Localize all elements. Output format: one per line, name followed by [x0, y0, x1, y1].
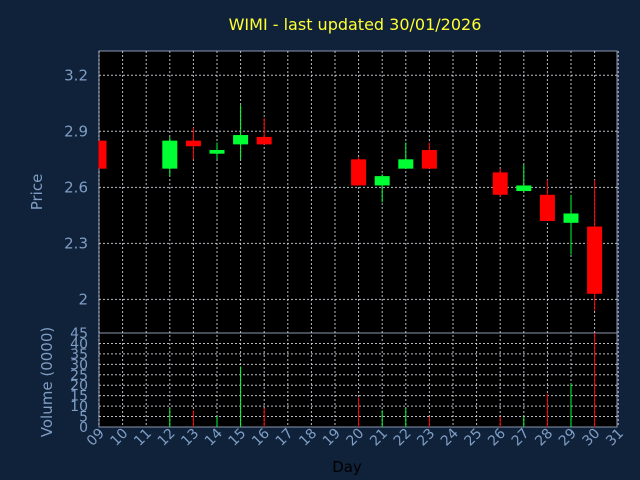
x-tick-label: 28 — [532, 426, 556, 450]
candle-body — [398, 159, 414, 169]
candle-body — [492, 172, 508, 195]
price-tick-label: 2.6 — [64, 178, 88, 196]
candle-body — [421, 149, 437, 169]
x-tick-label: 16 — [249, 425, 273, 449]
x-tick-label: 31 — [603, 426, 627, 450]
x-tick-label: 22 — [391, 426, 415, 450]
x-tick-label: 26 — [485, 425, 509, 449]
x-tick-label: 27 — [509, 426, 533, 450]
x-tick-label: 13 — [178, 426, 202, 450]
x-tick-label: 17 — [273, 426, 297, 450]
price-panel — [98, 50, 618, 334]
candle-body — [233, 135, 249, 145]
candle-body — [374, 176, 390, 186]
x-tick-label: 29 — [556, 426, 580, 450]
x-tick-label: 30 — [580, 426, 604, 450]
volume-tick-label: 0 — [79, 420, 88, 436]
candle-body — [209, 149, 225, 154]
volume-tick-label: 10 — [70, 399, 88, 415]
price-tick-label: 3.2 — [64, 66, 88, 84]
x-tick-label: 11 — [131, 426, 155, 450]
x-tick-label: 23 — [414, 426, 438, 450]
candle-body — [185, 140, 201, 147]
x-tick-label: 14 — [202, 425, 226, 449]
x-tick-label: 10 — [108, 426, 132, 450]
volume-tick-label: 30 — [70, 357, 88, 373]
price-tick-label: 2 — [78, 290, 88, 308]
x-tick-label: 20 — [344, 426, 368, 450]
volume-tick-label: 25 — [70, 368, 88, 384]
volume-panel — [98, 332, 618, 428]
x-axis-label: Day — [332, 458, 362, 476]
x-tick-label: 21 — [367, 426, 391, 450]
volume-tick-label: 45 — [70, 326, 88, 342]
volume-axis-label: Volume (0000) — [38, 327, 56, 437]
candle-body — [256, 136, 272, 145]
x-tick-label: 18 — [296, 426, 320, 450]
volume-tick-label: 5 — [79, 410, 88, 426]
volume-bars — [169, 333, 596, 427]
volume-tick-label: 15 — [70, 389, 88, 405]
x-tick-label: 15 — [226, 426, 250, 450]
volume-tick-label: 35 — [70, 347, 88, 363]
volume-tick-label: 20 — [70, 378, 88, 394]
volume-tick-label: 40 — [70, 336, 88, 352]
candle-body — [351, 159, 367, 186]
chart-title: WIMI - last updated 30/01/2026 — [229, 15, 482, 34]
candle-body — [99, 140, 107, 169]
x-tick-label: 25 — [462, 426, 486, 450]
price-tick-label: 2.3 — [64, 234, 88, 252]
x-tick-label: 19 — [320, 426, 344, 450]
y-axis-label: Price — [28, 174, 46, 211]
x-tick-label: 24 — [438, 425, 462, 449]
tick-labels: 09 10 11 12 13 14 15 16 17 18 19 20 21 22 23 24 25 26 27 28… — [64, 66, 627, 449]
candle-body — [563, 213, 579, 223]
x-tick-label: 12 — [155, 426, 179, 450]
price-tick-label: 2.9 — [64, 122, 88, 140]
candle-body — [587, 226, 603, 294]
candle-body — [516, 185, 532, 192]
candles — [98, 105, 603, 311]
candle-body — [539, 194, 555, 221]
candle-body — [162, 140, 178, 169]
